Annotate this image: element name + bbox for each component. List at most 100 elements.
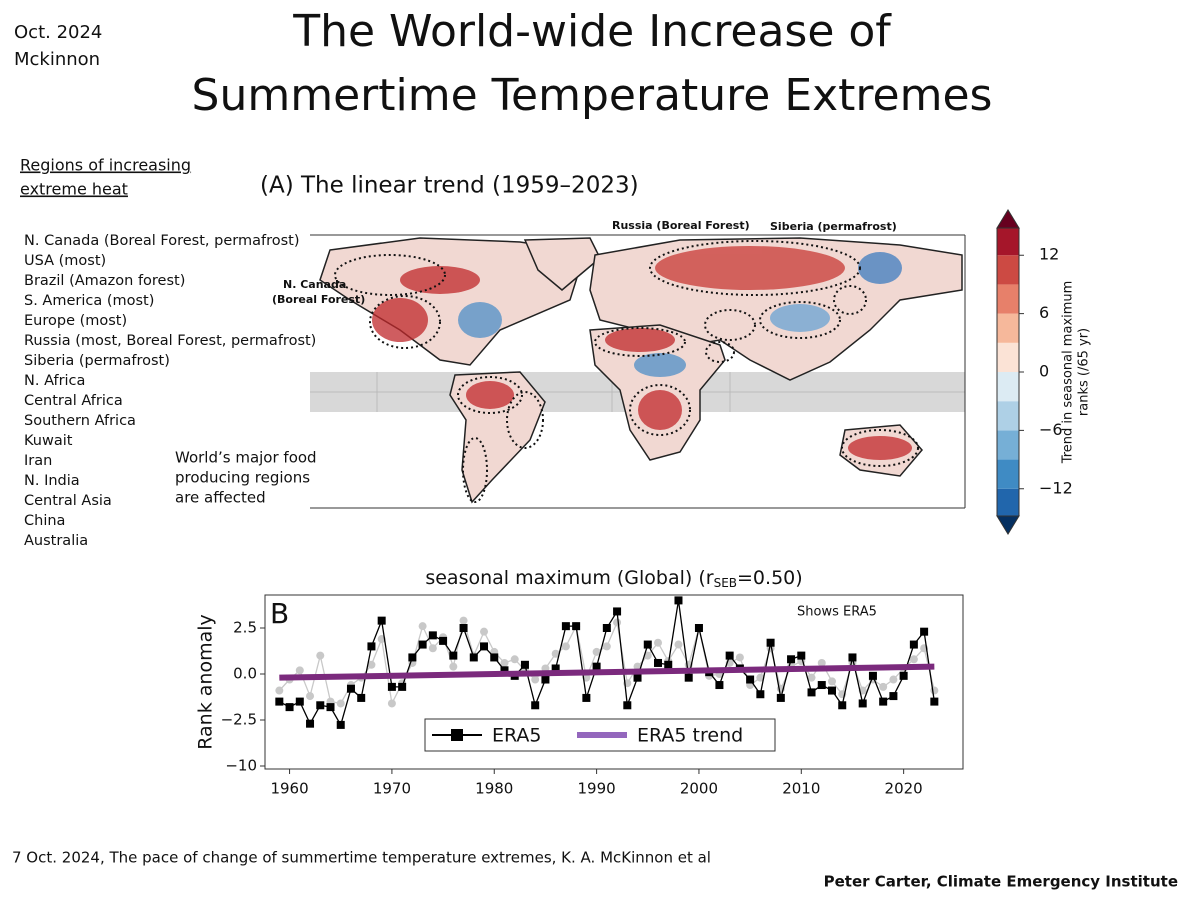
region-item: Russia (most, Boreal Forest, permafrost) (24, 333, 316, 349)
note: World’s major food (175, 449, 317, 467)
north-america (319, 237, 586, 366)
marker (920, 627, 929, 636)
y-axis-label: Rank anomaly (195, 614, 217, 750)
title-part: SEB (714, 576, 737, 590)
marker (531, 675, 540, 684)
colorbar-arrow (996, 209, 1020, 229)
plot-frame (264, 594, 964, 770)
marker (756, 673, 765, 682)
region-item: N. India (24, 473, 80, 489)
marker (275, 697, 284, 706)
marker (510, 655, 519, 664)
marker (572, 622, 581, 631)
y-tick-label: −10 (225, 757, 257, 775)
marker (787, 655, 796, 664)
patch (638, 390, 682, 430)
legend-label: ERA5 trend (637, 725, 743, 747)
marker (889, 692, 898, 701)
marker (551, 664, 560, 673)
marker (817, 681, 826, 690)
marker (756, 690, 765, 699)
marker (316, 651, 325, 660)
x-tick-label: 2010 (782, 780, 820, 798)
marker (295, 666, 304, 675)
marker (367, 642, 376, 651)
marker (295, 697, 304, 706)
region-item: China (24, 513, 65, 529)
outline (649, 240, 861, 296)
patch (458, 302, 502, 338)
outline (594, 327, 686, 357)
region-item: Central Africa (24, 393, 123, 409)
marker (500, 666, 509, 675)
marker (336, 699, 345, 708)
colorbar-tick-label: −12 (1039, 478, 1073, 497)
colorbar-arrow (996, 515, 1020, 535)
marker (480, 627, 489, 636)
marker (879, 682, 888, 691)
credit: Peter Carter, Climate Emergency Institut… (824, 873, 1178, 891)
marker (490, 653, 499, 662)
marker (797, 651, 806, 660)
marker (398, 682, 407, 691)
region-item: Central Asia (24, 493, 112, 509)
outline (704, 309, 756, 341)
marker (357, 693, 366, 702)
greenland (523, 237, 601, 291)
marker (408, 653, 417, 662)
colorbar-tick-label: 6 (1039, 303, 1049, 322)
citation: 7 Oct. 2024, The pace of change of summe… (12, 849, 711, 867)
region-item: Southern Africa (24, 413, 136, 429)
marker (459, 616, 468, 625)
marker (602, 624, 611, 632)
title: Summertime Temperature Extremes (192, 70, 993, 121)
marker (428, 631, 437, 640)
x-tick-label: 1980 (475, 780, 513, 798)
marker (930, 697, 939, 706)
region-item: N. Canada (Boreal Forest, permafrost) (24, 233, 300, 249)
marker (541, 675, 550, 684)
regions-heading: extreme heat (20, 180, 128, 199)
marker (336, 720, 345, 729)
marker (561, 622, 570, 631)
marker (531, 701, 540, 710)
title: The World-wide Increase of (292, 6, 892, 57)
marker (858, 699, 867, 708)
legend-label: ERA5 (492, 725, 542, 747)
marker (561, 642, 570, 651)
marker (418, 640, 427, 649)
y-tick-label: 2.5 (233, 619, 257, 637)
region-item: S. America (most) (24, 293, 154, 309)
marker (592, 662, 601, 671)
colorbar-band (997, 313, 1019, 343)
marker (418, 622, 427, 631)
marker (715, 681, 724, 690)
marker (827, 677, 836, 686)
colorbar-band (997, 228, 1019, 256)
patch (858, 252, 902, 284)
marker (827, 686, 836, 695)
outline (462, 437, 488, 503)
regions-heading: Regions of increasing (20, 156, 191, 175)
chart-title: seasonal maximum (Global) (rSEB=0.50) (425, 567, 802, 590)
region-item: Europe (most) (24, 313, 127, 329)
colorbar-band (997, 342, 1019, 372)
marker (469, 653, 478, 662)
marker (602, 642, 611, 651)
marker (285, 703, 294, 712)
patch (466, 381, 514, 409)
marker (306, 719, 315, 728)
outline (759, 301, 841, 339)
annotation: Shows ERA5 (797, 605, 877, 620)
map: Russia (Boreal Forest) Siberia (permafro… (272, 219, 966, 509)
y-tick-label: 0.0 (233, 665, 257, 683)
colorbar: 12 6 0 −6 −12 (996, 209, 1073, 535)
marker (387, 699, 396, 708)
x-tick-label: 2000 (680, 780, 718, 798)
colorbar-band (997, 488, 1019, 516)
colorbar-tick-label: 12 (1039, 245, 1059, 264)
marker (500, 658, 509, 667)
marker (746, 675, 755, 684)
region-item: Siberia (permafrost) (24, 353, 170, 369)
